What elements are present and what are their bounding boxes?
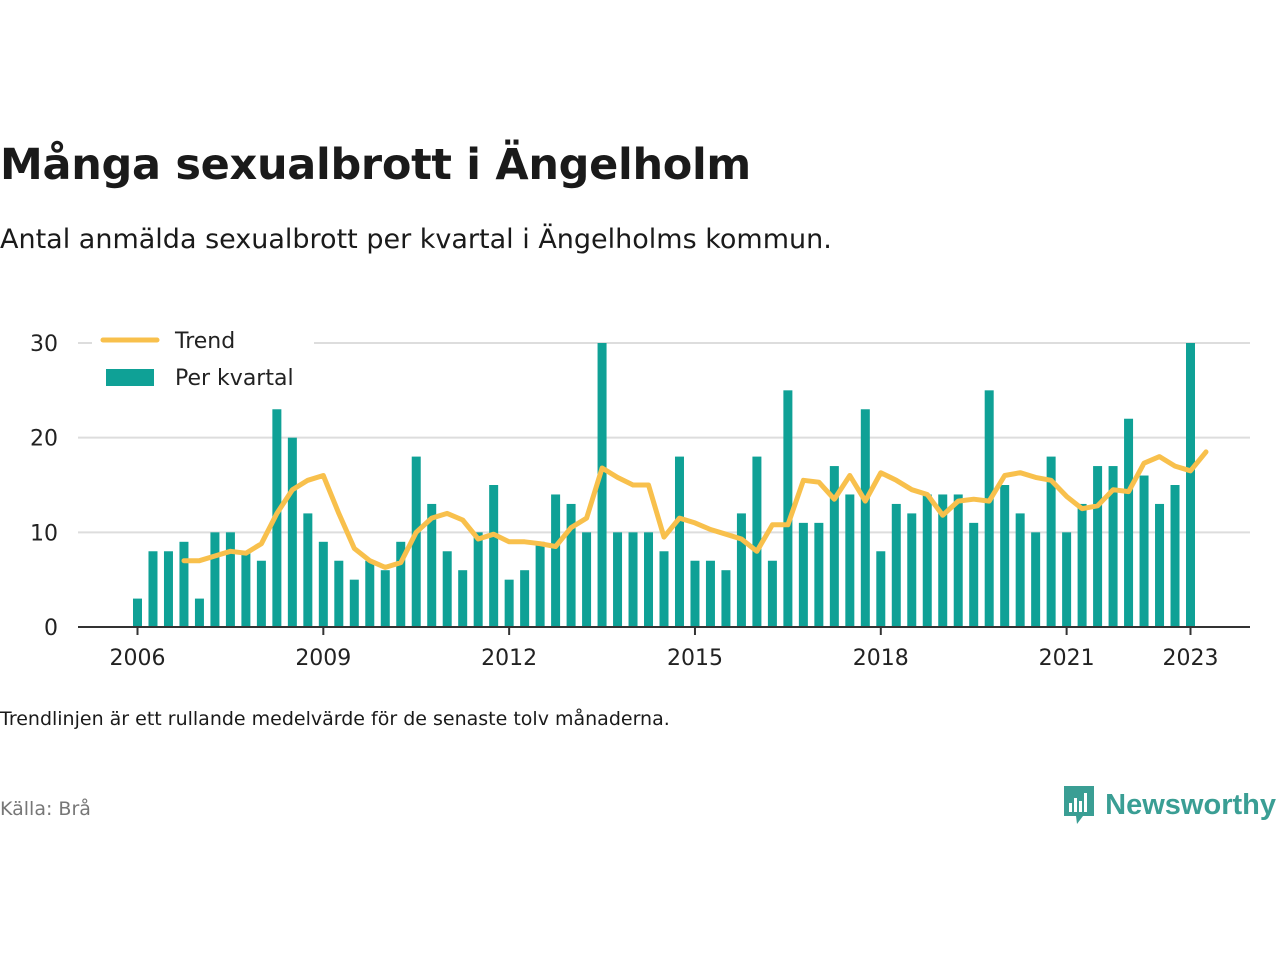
- bar: [767, 560, 777, 627]
- bar: [1139, 475, 1149, 627]
- bar: [1000, 485, 1010, 627]
- bar: [458, 570, 468, 627]
- bar: [597, 343, 607, 627]
- bars: [133, 343, 1195, 627]
- bar: [891, 503, 901, 627]
- x-tick-label: 2009: [295, 646, 351, 671]
- bar: [1108, 466, 1118, 627]
- bar: [752, 456, 762, 627]
- bar: [1124, 418, 1134, 627]
- bar: [690, 560, 700, 627]
- x-tick-label: 2015: [667, 646, 723, 671]
- bar: [210, 532, 220, 627]
- bar: [1186, 343, 1195, 627]
- bar: [566, 503, 576, 627]
- chart-subtitle: Antal anmälda sexualbrott per kvartal i …: [0, 224, 832, 255]
- bar: [907, 513, 917, 627]
- source-credit: Källa: Brå: [0, 798, 91, 820]
- bar: [535, 541, 545, 627]
- bar: [829, 466, 839, 627]
- legend-label-per-kvartal: Per kvartal: [175, 366, 294, 391]
- bar: [1015, 513, 1025, 627]
- bar: [814, 522, 824, 627]
- bar: [1031, 532, 1041, 627]
- x-tick-label: 2021: [1039, 646, 1095, 671]
- legend: Trend Per kvartal: [92, 328, 314, 408]
- trend-line: [181, 449, 1209, 570]
- y-tick-label: 30: [30, 332, 58, 357]
- brand-name: Newsworthy: [1105, 788, 1276, 821]
- bar: [256, 560, 266, 627]
- bar: [473, 532, 483, 627]
- bar: [922, 494, 932, 627]
- bar: [303, 513, 313, 627]
- x-tick-label: 2006: [110, 646, 166, 671]
- bar: [860, 409, 870, 627]
- footnote: Trendlinjen är ett rullande medelvärde f…: [0, 708, 670, 730]
- bar: [938, 494, 948, 627]
- bar: [427, 503, 437, 627]
- bar: [194, 598, 204, 627]
- legend-bar-swatch: [106, 369, 154, 386]
- bar: [504, 579, 514, 627]
- legend-label-trend: Trend: [174, 329, 235, 354]
- x-tick-label: 2012: [481, 646, 537, 671]
- bar: [798, 522, 808, 627]
- chart-title: Många sexualbrott i Ängelholm: [0, 140, 751, 190]
- bar: [365, 560, 375, 627]
- bar: [674, 456, 684, 627]
- bar: [287, 437, 297, 627]
- bar: [163, 551, 173, 627]
- bar: [969, 522, 979, 627]
- bar: [582, 532, 592, 627]
- bar: [1046, 456, 1056, 627]
- bar: [1170, 485, 1180, 627]
- bar: [876, 551, 886, 627]
- bar: [705, 560, 715, 627]
- bar: [148, 551, 158, 627]
- bar: [1062, 532, 1072, 627]
- newsworthy-logo-icon: [1064, 786, 1095, 824]
- bar: [1155, 503, 1165, 627]
- bar: [628, 532, 638, 627]
- bar: [644, 532, 654, 627]
- bar: [241, 551, 251, 627]
- y-tick-label: 10: [30, 521, 58, 546]
- bar: [1077, 503, 1087, 627]
- brand-logo: Newsworthy: [1061, 784, 1276, 826]
- bar: [225, 532, 235, 627]
- bar: [551, 494, 561, 627]
- x-tick-label: 2023: [1163, 646, 1219, 671]
- bar: [659, 551, 669, 627]
- bar: [489, 485, 499, 627]
- bar: [380, 570, 390, 627]
- y-tick-label: 0: [44, 616, 58, 641]
- bar: [411, 456, 421, 627]
- bar: [520, 570, 530, 627]
- bar: [984, 390, 994, 627]
- bar: [442, 551, 452, 627]
- bar-line-chart: 0 10 20 30 2006 2009 2012 2015 2018 2021 2023 Tren…: [30, 328, 1250, 671]
- bar: [953, 494, 963, 627]
- bar: [736, 513, 746, 627]
- bar: [845, 494, 855, 627]
- bar: [613, 532, 623, 627]
- bar: [334, 560, 344, 627]
- y-tick-label: 20: [30, 427, 58, 452]
- bar: [396, 541, 406, 627]
- bar: [721, 570, 731, 627]
- bar: [133, 598, 142, 627]
- bar: [349, 579, 359, 627]
- bar: [783, 390, 793, 627]
- trend-line-group: [181, 449, 1209, 570]
- bar: [318, 541, 328, 627]
- bar: [179, 541, 189, 627]
- bar: [1093, 466, 1103, 627]
- axes: 0 10 20 30 2006 2009 2012 2015 2018 2021 2023: [30, 332, 1250, 671]
- x-tick-label: 2018: [853, 646, 909, 671]
